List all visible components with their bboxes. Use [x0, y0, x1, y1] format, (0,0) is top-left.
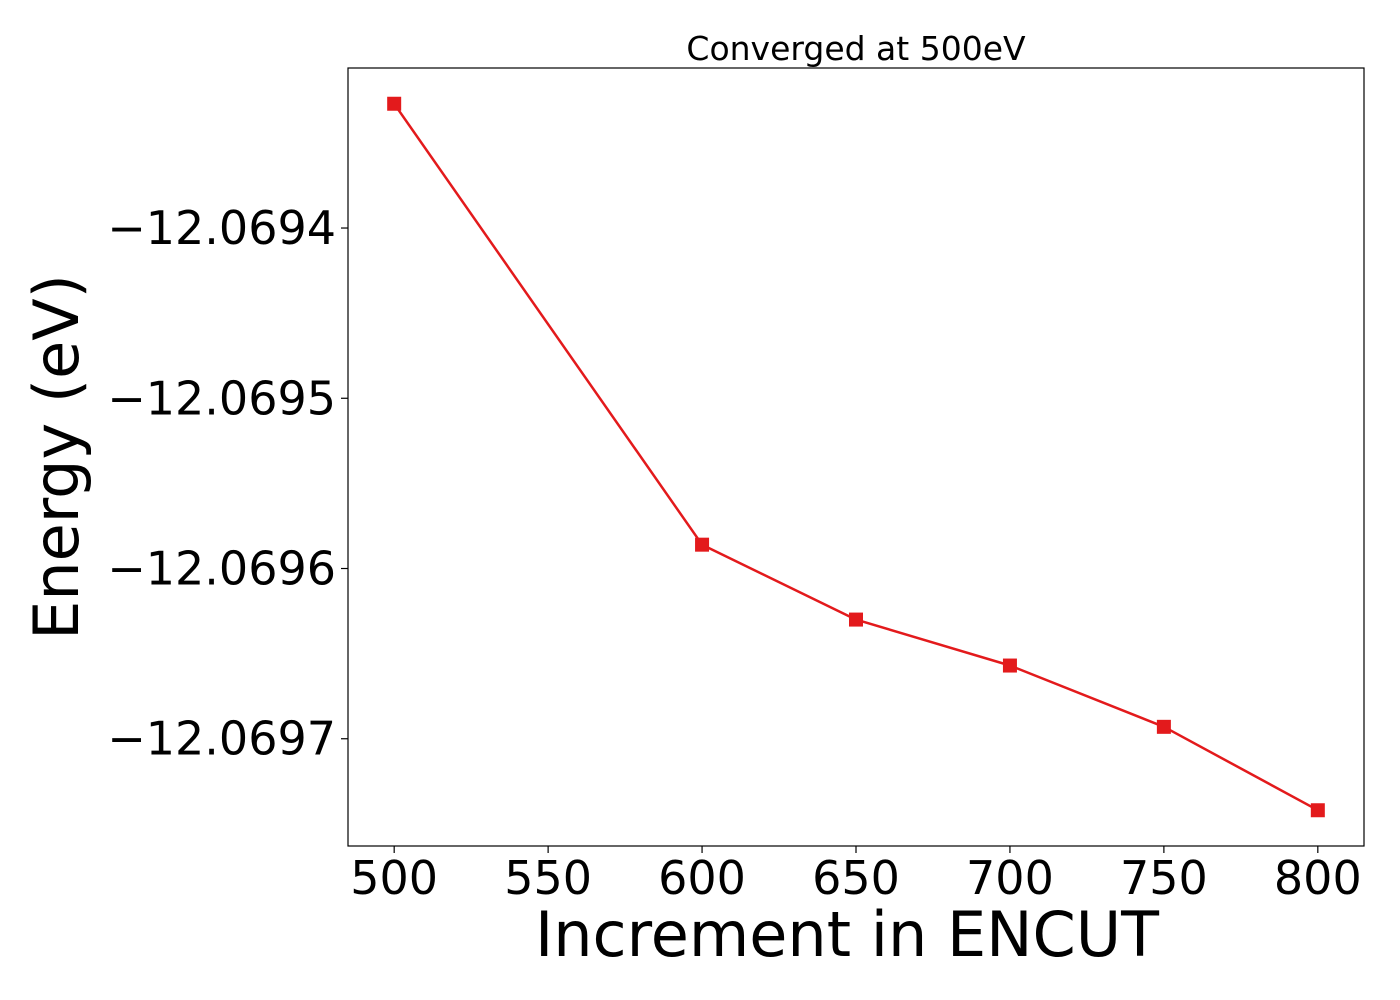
- data-point-marker: [1002, 658, 1017, 673]
- plot-frame: [347, 67, 1365, 847]
- x-tick-label: 700: [966, 851, 1054, 905]
- data-point-marker: [1310, 803, 1325, 818]
- x-axis: 500 550 600 650 700 750 800: [350, 846, 1362, 905]
- y-tick-label: −12.0696: [107, 542, 336, 596]
- x-tick-label: 600: [658, 851, 746, 905]
- x-tick-label: 800: [1274, 851, 1362, 905]
- y-tick-label: −12.0694: [107, 201, 336, 255]
- y-tick-label: −12.0697: [107, 712, 336, 766]
- x-tick-label: 750: [1120, 851, 1208, 905]
- y-axis-title: Energy (eV): [20, 274, 93, 640]
- chart-title: Converged at 500eV: [686, 29, 1026, 68]
- data-point-marker: [849, 612, 863, 627]
- y-tick-label: −12.0695: [107, 371, 336, 425]
- y-axis: −12.0694 −12.0695 −12.0696 −12.0697: [107, 201, 348, 766]
- x-tick-label: 500: [350, 851, 438, 905]
- plot-area: [347, 67, 1365, 847]
- data-point-marker: [387, 96, 402, 111]
- data-point-marker: [695, 537, 710, 552]
- series-line: [393, 103, 1319, 812]
- x-tick-label: 650: [812, 851, 900, 905]
- series-layer: [387, 96, 1325, 818]
- x-tick-label: 550: [504, 851, 592, 905]
- data-point-marker: [1156, 719, 1171, 734]
- x-axis-title: Increment in ENCUT: [535, 898, 1160, 971]
